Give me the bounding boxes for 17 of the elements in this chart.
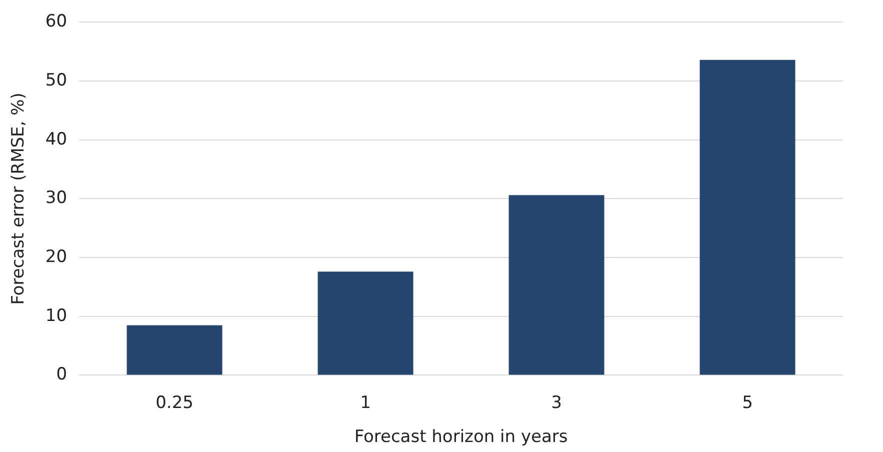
y-tick-label: 40 [45, 129, 68, 150]
x-axis-title: Forecast horizon in years [354, 427, 568, 448]
bar [126, 325, 222, 375]
x-tick-label: 3 [551, 392, 562, 413]
bar [700, 60, 796, 375]
x-tick-label: 0.25 [156, 392, 194, 413]
x-tick-label: 1 [360, 392, 371, 413]
y-tick-label: 60 [45, 12, 68, 32]
bar [508, 195, 604, 375]
bar [318, 272, 414, 375]
y-tick-label: 50 [45, 70, 68, 90]
x-tick-label: 5 [742, 392, 753, 413]
y-tick-label: 30 [45, 188, 68, 208]
y-axis-title: Forecast error (RMSE, %) [8, 92, 29, 305]
y-tick-label: 10 [45, 306, 68, 326]
y-tick-label: 0 [56, 364, 68, 385]
y-tick-label: 20 [45, 246, 68, 267]
